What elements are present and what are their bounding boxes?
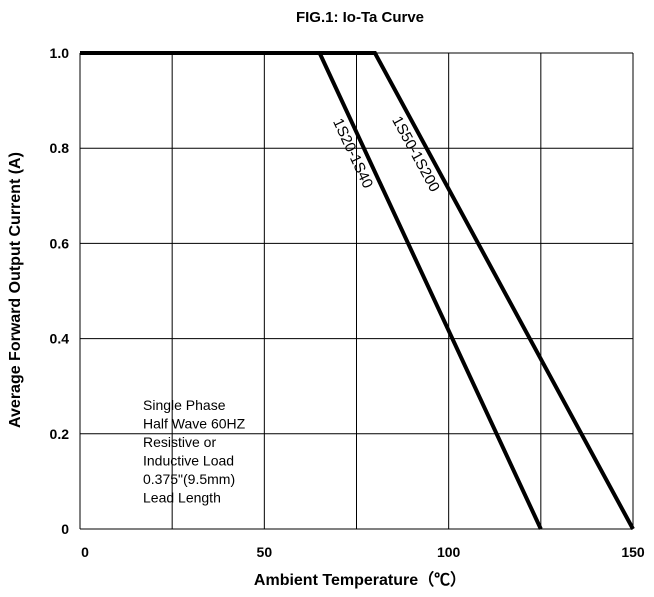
annotation-line: Inductive Load xyxy=(143,453,234,469)
x-tick-label: 50 xyxy=(257,544,273,560)
x-tick-label: 150 xyxy=(621,544,645,560)
y-axis-label: Average Forward Output Current (A) xyxy=(7,152,24,428)
chart-title: FIG.1: Io-Ta Curve xyxy=(296,9,424,26)
y-tick-label: 0.2 xyxy=(50,426,70,442)
annotation-line: Resistive or xyxy=(143,434,216,450)
y-tick-label: 0.6 xyxy=(50,235,70,251)
x-axis-ticks: 0 50 100 150 xyxy=(81,544,645,560)
y-tick-label: 0 xyxy=(61,521,69,537)
y-axis-ticks: 0 0.2 0.4 0.6 0.8 1.0 xyxy=(50,45,70,537)
y-tick-label: 0.4 xyxy=(50,331,70,347)
x-axis-label: Ambient Temperature（℃） xyxy=(254,571,466,589)
y-tick-label: 1.0 xyxy=(50,45,70,61)
series-line-2 xyxy=(80,51,635,530)
y-tick-label: 0.8 xyxy=(50,140,70,156)
annotation-line: Half Wave 60HZ xyxy=(143,416,246,432)
annotation-line: 0.375"(9.5mm) xyxy=(143,471,235,487)
x-tick-label: 100 xyxy=(437,544,461,560)
annotation-line: Lead Length xyxy=(143,490,221,506)
conditions-annotation: Single Phase Half Wave 60HZ Resistive or In… xyxy=(143,397,246,506)
annotation-line: Single Phase xyxy=(143,397,226,413)
x-tick-label: 0 xyxy=(81,544,89,560)
